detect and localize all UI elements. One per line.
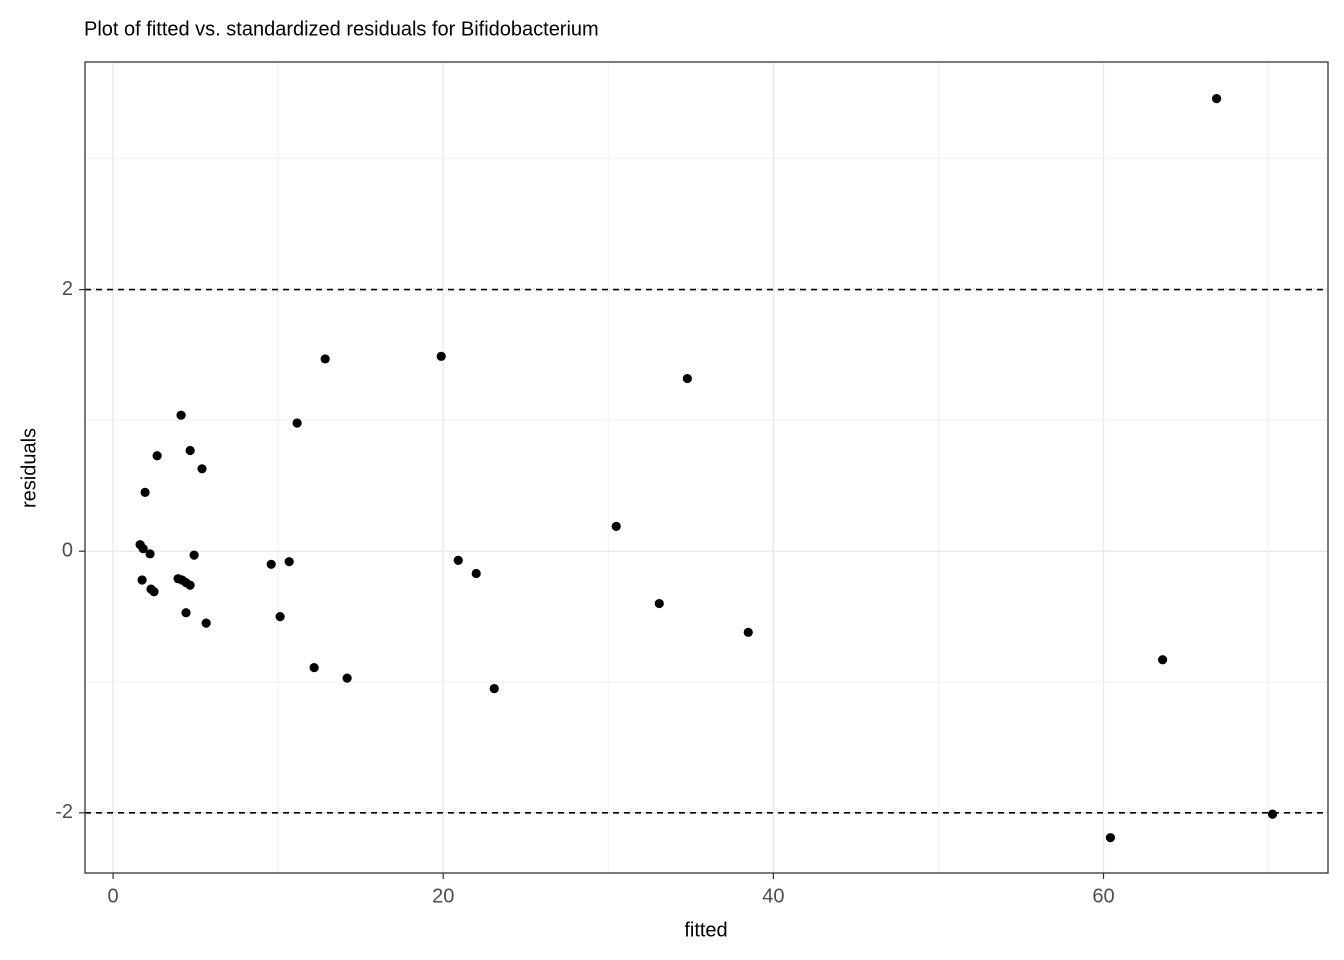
x-tick-label: 0: [107, 885, 118, 907]
point: [185, 445, 195, 456]
y-axis-label: residuals: [18, 428, 40, 508]
y-tick-label: 0: [62, 539, 73, 561]
point: [611, 521, 621, 531]
point: [320, 354, 330, 364]
point: [201, 618, 211, 628]
point: [309, 663, 319, 673]
x-tick-label: 60: [1092, 885, 1114, 907]
x-axis-label: fitted: [684, 919, 727, 941]
y-tick-label: -2: [55, 801, 73, 823]
point: [266, 559, 276, 569]
point: [284, 557, 294, 567]
point: [682, 373, 692, 384]
point: [471, 568, 481, 579]
point: [176, 410, 186, 420]
point: [152, 451, 162, 461]
point: [138, 544, 148, 554]
point: [292, 418, 302, 428]
point: [140, 487, 150, 497]
y-tick-label: 2: [62, 278, 73, 300]
point: [1211, 94, 1222, 104]
point: [342, 673, 352, 683]
point: [181, 608, 191, 618]
point: [275, 612, 285, 622]
point: [149, 587, 159, 597]
point: [489, 683, 499, 694]
plot-panel: [84, 61, 1329, 874]
point: [185, 580, 195, 590]
x-tick-label: 20: [432, 885, 454, 907]
point: [197, 464, 207, 474]
point: [145, 549, 155, 559]
point: [654, 598, 664, 609]
point: [1157, 655, 1168, 665]
point: [436, 351, 446, 361]
point: [743, 627, 753, 637]
point: [453, 555, 463, 565]
point: [189, 550, 199, 560]
x-tick-label: 40: [762, 885, 784, 907]
point: [137, 575, 147, 585]
point: [1267, 809, 1278, 819]
point: [1105, 833, 1116, 843]
chart-title: Plot of fitted vs. standardized residual…: [84, 18, 599, 40]
